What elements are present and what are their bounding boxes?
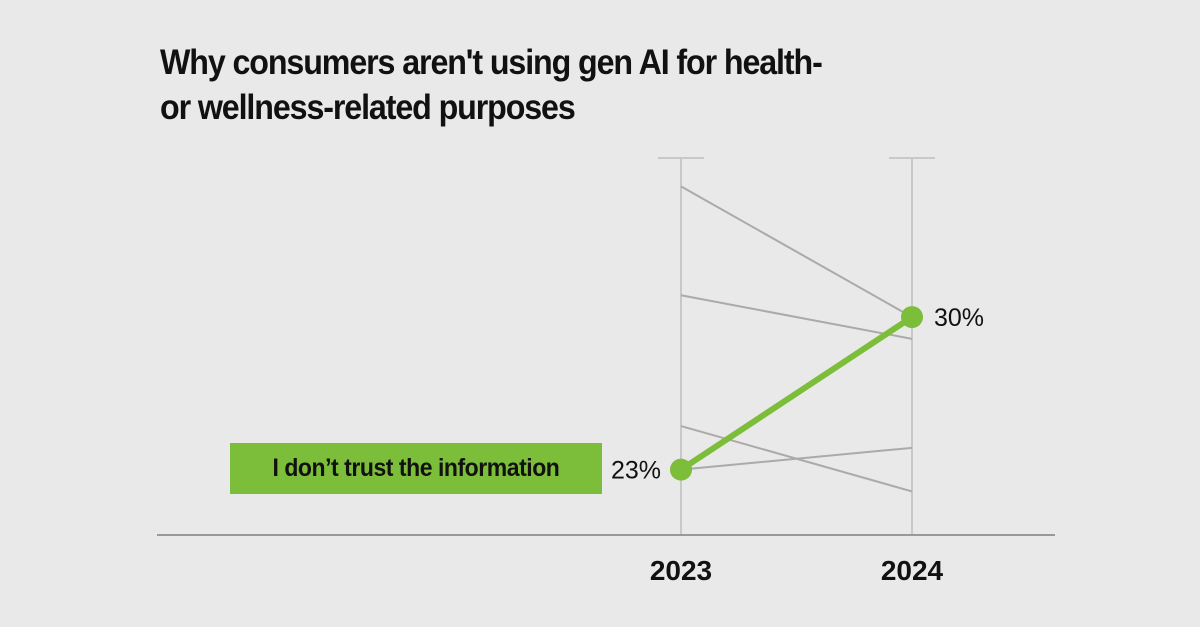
chart-title: Why consumers aren't using gen AI for he… bbox=[160, 40, 823, 130]
highlight-series-line bbox=[679, 314, 914, 473]
highlight-series-name: I don’t trust the information bbox=[272, 454, 560, 482]
x-tick-label: 2024 bbox=[881, 555, 944, 586]
title-line-1: Why consumers aren't using gen AI for he… bbox=[160, 43, 823, 82]
x-tick-label: 2023 bbox=[650, 555, 712, 586]
data-label-2024: 30% bbox=[934, 304, 984, 332]
data-label-2023: 23% bbox=[611, 457, 661, 485]
series-line-4 bbox=[680, 446, 913, 471]
series-line-1 bbox=[680, 185, 913, 318]
title-line-2: or wellness-related purposes bbox=[160, 88, 576, 127]
highlight-series-label: I don’t trust the information bbox=[230, 443, 602, 494]
highlight-point-2024 bbox=[901, 306, 923, 329]
highlight-point-2023 bbox=[670, 458, 692, 481]
series-line-2 bbox=[680, 294, 913, 340]
